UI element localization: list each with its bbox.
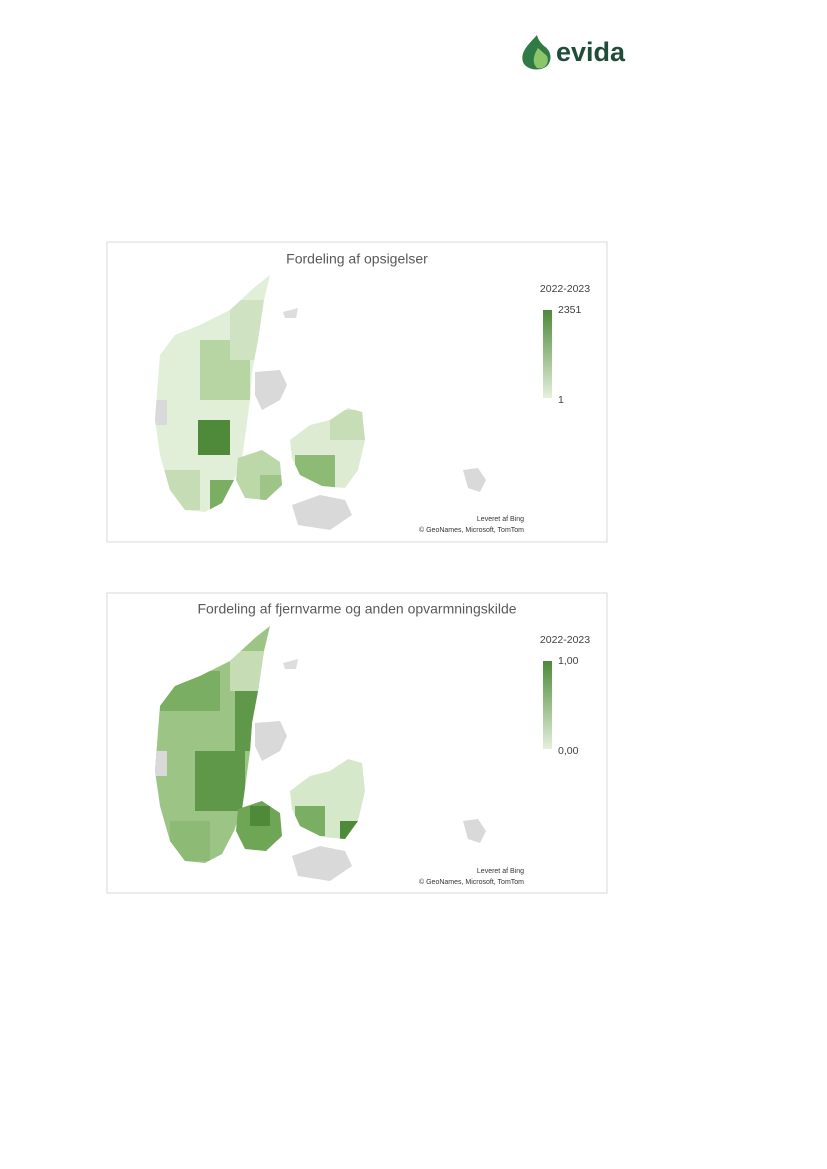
credit: Leveret af Bing (477, 868, 524, 875)
legend-min: 1 (558, 394, 564, 406)
logo-text: evida (556, 37, 626, 67)
logo: evida (522, 35, 626, 70)
legend-bar (543, 661, 552, 749)
figure-title: Fordeling af opsigelser (286, 251, 428, 267)
logo-icon-leaf (533, 48, 548, 69)
legend-title: 2022-2023 (540, 634, 590, 646)
credit: © GeoNames, Microsoft, TomTom (419, 878, 524, 886)
credit: Leveret af Bing (477, 516, 524, 523)
figure-title: Fordeling af fjernvarme og anden opvarmn… (197, 601, 516, 617)
legend-min: 0,00 (558, 745, 579, 757)
figure: Fordeling af opsigelser 2022-2023 2351 1… (106, 241, 608, 543)
legend-max: 1,00 (558, 655, 579, 667)
legend-title: 2022-2023 (540, 283, 590, 295)
legend-max: 2351 (558, 304, 582, 316)
legend-bar (543, 310, 552, 398)
figure: Fordeling af fjernvarme og anden opvarmn… (106, 592, 608, 894)
credit: © GeoNames, Microsoft, TomTom (419, 526, 524, 534)
